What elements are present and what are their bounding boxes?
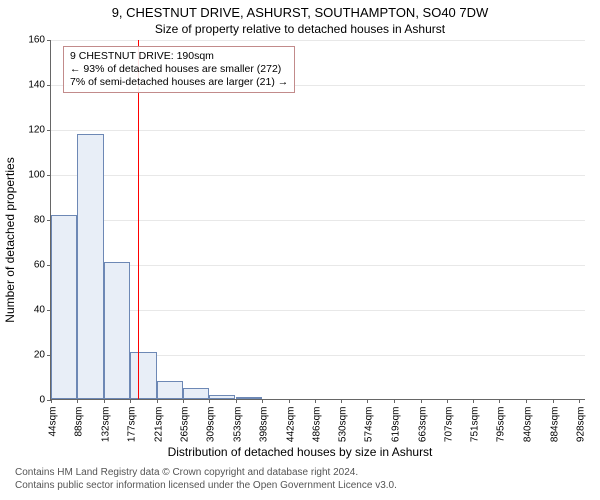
ytick-label: 20 bbox=[34, 350, 45, 361]
chart-subtitle: Size of property relative to detached ho… bbox=[0, 22, 600, 36]
ytick-label: 0 bbox=[39, 395, 45, 406]
xtick-mark bbox=[579, 399, 580, 403]
xtick-mark bbox=[209, 399, 210, 403]
attribution-line2: Contains public sector information licen… bbox=[15, 479, 397, 492]
ytick-label: 40 bbox=[34, 305, 45, 316]
xtick-mark bbox=[421, 399, 422, 403]
xtick-mark bbox=[499, 399, 500, 403]
attribution-line1: Contains HM Land Registry data © Crown c… bbox=[15, 466, 397, 479]
xtick-mark bbox=[315, 399, 316, 403]
xtick-mark bbox=[341, 399, 342, 403]
bar bbox=[236, 397, 262, 399]
plot-area: 020406080100120140160 44sqm88sqm132sqm17… bbox=[50, 40, 585, 400]
xtick-mark bbox=[289, 399, 290, 403]
xtick-mark bbox=[77, 399, 78, 403]
xtick-mark bbox=[367, 399, 368, 403]
annotation-line3: 7% of semi-detached houses are larger (2… bbox=[70, 76, 288, 89]
ytick-label: 120 bbox=[28, 125, 45, 136]
chart-title: 9, CHESTNUT DRIVE, ASHURST, SOUTHAMPTON,… bbox=[0, 5, 600, 20]
xtick-mark bbox=[526, 399, 527, 403]
annotation-box: 9 CHESTNUT DRIVE: 190sqm ← 93% of detach… bbox=[63, 46, 295, 93]
bar bbox=[104, 262, 130, 399]
bar bbox=[183, 388, 209, 399]
y-axis-label: Number of detached properties bbox=[3, 157, 17, 322]
reference-line bbox=[138, 40, 139, 399]
annotation-line1: 9 CHESTNUT DRIVE: 190sqm bbox=[70, 50, 288, 63]
xtick-mark bbox=[394, 399, 395, 403]
annotation-line2: ← 93% of detached houses are smaller (27… bbox=[70, 63, 288, 76]
x-axis-label: Distribution of detached houses by size … bbox=[0, 445, 600, 459]
xtick-mark bbox=[157, 399, 158, 403]
xtick-mark bbox=[553, 399, 554, 403]
xtick-mark bbox=[130, 399, 131, 403]
ytick-label: 140 bbox=[28, 80, 45, 91]
xtick-mark bbox=[473, 399, 474, 403]
ytick-label: 100 bbox=[28, 170, 45, 181]
bar bbox=[157, 381, 183, 399]
attribution: Contains HM Land Registry data © Crown c… bbox=[15, 466, 397, 492]
xtick-mark bbox=[236, 399, 237, 403]
bar bbox=[77, 134, 103, 400]
xtick-mark bbox=[262, 399, 263, 403]
xtick-mark bbox=[447, 399, 448, 403]
bar bbox=[51, 215, 77, 400]
xtick-mark bbox=[104, 399, 105, 403]
ytick-label: 80 bbox=[34, 215, 45, 226]
xtick-mark bbox=[183, 399, 184, 403]
bar bbox=[209, 395, 235, 400]
bar bbox=[130, 352, 156, 399]
ytick-label: 60 bbox=[34, 260, 45, 271]
ytick-label: 160 bbox=[28, 35, 45, 46]
xtick-mark bbox=[51, 399, 52, 403]
